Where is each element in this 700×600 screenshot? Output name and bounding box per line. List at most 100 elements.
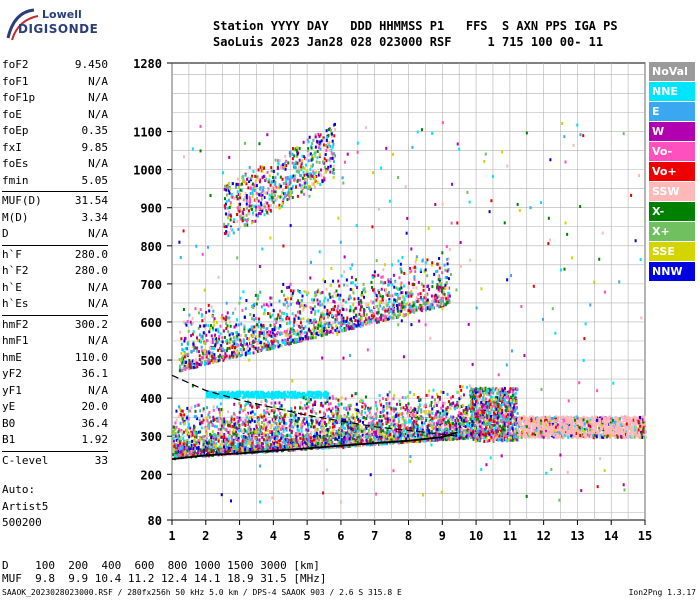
echo-point	[185, 443, 188, 447]
echo-point	[355, 402, 358, 406]
echo-point	[491, 426, 494, 430]
echo-point	[469, 395, 472, 399]
echo-point	[250, 446, 253, 450]
echo-point	[223, 445, 226, 449]
echo-point	[219, 430, 222, 434]
echo-point	[279, 411, 282, 415]
echo-point	[510, 436, 513, 440]
echo-point	[442, 390, 445, 394]
echo-point	[270, 446, 273, 450]
echo-point	[263, 409, 266, 413]
echo-point	[638, 431, 641, 435]
echo-point	[333, 424, 336, 428]
echo-point	[448, 400, 451, 404]
echo-point	[299, 442, 302, 446]
echo-point	[471, 435, 474, 439]
echo-point	[378, 399, 381, 403]
echo-point	[477, 429, 480, 433]
echo-point	[470, 387, 473, 391]
echo-point	[488, 391, 491, 395]
echo-point	[251, 410, 254, 414]
echo-point	[337, 407, 340, 411]
echo-point	[431, 417, 434, 421]
echo-point	[263, 425, 266, 429]
echo-point	[375, 416, 378, 420]
echo-point	[392, 419, 395, 423]
echo-point	[331, 407, 334, 411]
echo-point	[458, 410, 461, 414]
echo-point	[443, 423, 446, 427]
echo-point	[512, 433, 515, 437]
echo-point	[301, 433, 304, 437]
echo-point	[224, 448, 227, 452]
echo-point	[333, 422, 336, 426]
echo-point	[275, 436, 278, 440]
echo-point	[503, 425, 506, 429]
echo-point	[416, 436, 419, 440]
echo-point	[399, 402, 402, 406]
echo-point	[349, 442, 352, 446]
echo-point	[258, 438, 261, 442]
echo-point	[507, 416, 510, 420]
echo-point	[284, 422, 287, 426]
echo-point	[412, 428, 415, 432]
echo-point	[496, 396, 499, 400]
echo-point	[283, 445, 286, 449]
echo-point	[279, 428, 282, 432]
echo-point	[643, 436, 646, 440]
echo-point	[313, 432, 316, 436]
echo-point	[504, 399, 507, 403]
echo-point	[225, 427, 228, 431]
echo-point	[215, 446, 218, 450]
echo-point	[509, 387, 512, 391]
echo-point	[198, 452, 201, 456]
echo-point	[238, 449, 241, 453]
echo-point	[279, 426, 282, 430]
echo-point	[340, 396, 343, 400]
echo-point	[291, 413, 294, 417]
echo-point	[273, 447, 276, 451]
echo-point	[471, 411, 474, 415]
echo-point	[467, 436, 470, 440]
echo-point	[528, 435, 531, 439]
echo-point	[403, 419, 406, 423]
echo-point	[194, 432, 197, 436]
echo-point	[204, 448, 207, 452]
echo-point	[331, 434, 334, 438]
echo-point	[347, 441, 350, 445]
echo-point	[413, 419, 416, 423]
echo-point	[271, 396, 274, 400]
echo-point	[194, 409, 197, 413]
echo-point	[394, 425, 397, 429]
echo-point	[396, 412, 399, 416]
echo-point	[491, 405, 494, 409]
echo-point	[347, 431, 350, 435]
echo-point	[231, 442, 234, 446]
echo-point	[461, 385, 464, 389]
echo-point	[472, 437, 475, 441]
echo-point	[479, 420, 482, 424]
echo-point	[338, 437, 341, 441]
echo-point	[223, 432, 226, 436]
echo-point	[468, 384, 471, 388]
echo-point	[422, 439, 425, 443]
echo-point	[499, 389, 502, 393]
echo-point	[487, 389, 490, 393]
echo-point	[365, 416, 368, 420]
echo-point	[288, 425, 291, 429]
echo-point	[258, 432, 261, 436]
echo-point	[344, 431, 347, 435]
echo-point	[306, 441, 309, 445]
echo-point	[298, 406, 301, 410]
echo-point	[598, 428, 601, 432]
echo-point	[500, 437, 503, 441]
echo-point	[330, 417, 333, 421]
echo-point	[263, 432, 266, 436]
echo-point	[342, 418, 345, 422]
echo-point	[328, 443, 331, 447]
echo-point	[303, 417, 306, 421]
echo-point	[469, 403, 472, 407]
echo-point	[391, 416, 394, 420]
echo-point	[273, 409, 276, 413]
